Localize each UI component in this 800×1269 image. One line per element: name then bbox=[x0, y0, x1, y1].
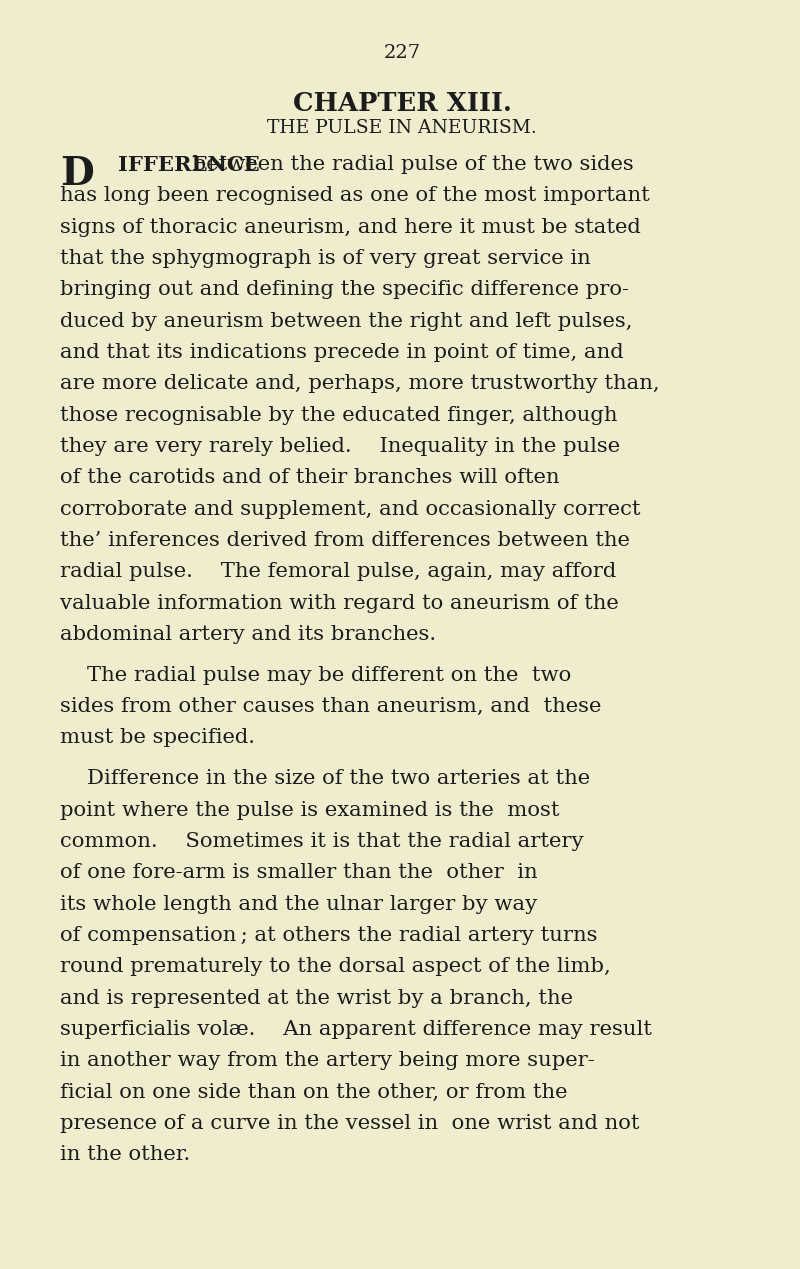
Text: must be specified.: must be specified. bbox=[60, 728, 255, 747]
Text: D: D bbox=[60, 155, 94, 193]
Text: duced by aneurism between the right and left pulses,: duced by aneurism between the right and … bbox=[60, 311, 633, 330]
Text: abdominal artery and its branches.: abdominal artery and its branches. bbox=[60, 624, 436, 643]
Text: between the radial pulse of the two sides: between the radial pulse of the two side… bbox=[186, 155, 634, 174]
Text: THE PULSE IN ANEURISM.: THE PULSE IN ANEURISM. bbox=[267, 119, 537, 137]
Text: point where the pulse is examined is the  most: point where the pulse is examined is the… bbox=[60, 801, 559, 820]
Text: and is represented at the wrist by a branch, the: and is represented at the wrist by a bra… bbox=[60, 989, 573, 1008]
Text: CHAPTER XIII.: CHAPTER XIII. bbox=[293, 91, 511, 117]
Text: The radial pulse may be different on the  two: The radial pulse may be different on the… bbox=[60, 666, 571, 685]
Text: superficialis volæ.  An apparent difference may result: superficialis volæ. An apparent differen… bbox=[60, 1020, 652, 1039]
Text: they are very rarely belied.  Inequality in the pulse: they are very rarely belied. Inequality … bbox=[60, 437, 620, 456]
Text: the’ inferences derived from differences between the: the’ inferences derived from differences… bbox=[60, 530, 630, 549]
Text: its whole length and the ulnar larger by way: its whole length and the ulnar larger by… bbox=[60, 895, 538, 914]
Text: valuable information with regard to aneurism of the: valuable information with regard to aneu… bbox=[60, 594, 618, 613]
Text: signs of thoracic aneurism, and here it must be stated: signs of thoracic aneurism, and here it … bbox=[60, 217, 641, 236]
Text: radial pulse.  The femoral pulse, again, may afford: radial pulse. The femoral pulse, again, … bbox=[60, 562, 616, 581]
Text: Difference in the size of the two arteries at the: Difference in the size of the two arteri… bbox=[60, 769, 590, 788]
Text: common.  Sometimes it is that the radial artery: common. Sometimes it is that the radial … bbox=[60, 832, 584, 850]
Text: ficial on one side than on the other, or from the: ficial on one side than on the other, or… bbox=[60, 1082, 567, 1101]
Text: IFFERENCE: IFFERENCE bbox=[118, 155, 259, 175]
Text: bringing out and defining the specific difference pro-: bringing out and defining the specific d… bbox=[60, 280, 629, 299]
Text: has long been recognised as one of the most important: has long been recognised as one of the m… bbox=[60, 187, 650, 206]
Text: 227: 227 bbox=[383, 44, 421, 62]
Text: are more delicate and, perhaps, more trustworthy than,: are more delicate and, perhaps, more tru… bbox=[60, 374, 660, 393]
Text: round prematurely to the dorsal aspect of the limb,: round prematurely to the dorsal aspect o… bbox=[60, 957, 610, 976]
Text: that the sphygmograph is of very great service in: that the sphygmograph is of very great s… bbox=[60, 249, 590, 268]
Text: in another way from the artery being more super-: in another way from the artery being mor… bbox=[60, 1051, 594, 1070]
Text: of the carotids and of their branches will often: of the carotids and of their branches wi… bbox=[60, 468, 559, 487]
Text: sides from other causes than aneurism, and  these: sides from other causes than aneurism, a… bbox=[60, 697, 602, 716]
Text: of compensation ; at others the radial artery turns: of compensation ; at others the radial a… bbox=[60, 926, 598, 945]
Text: those recognisable by the educated finger, although: those recognisable by the educated finge… bbox=[60, 406, 618, 425]
Text: corroborate and supplement, and occasionally correct: corroborate and supplement, and occasion… bbox=[60, 500, 641, 519]
Text: of one fore-arm is smaller than the  other  in: of one fore-arm is smaller than the othe… bbox=[60, 863, 538, 882]
Text: presence of a curve in the vessel in  one wrist and not: presence of a curve in the vessel in one… bbox=[60, 1114, 639, 1133]
Text: in the other.: in the other. bbox=[60, 1146, 190, 1164]
Text: and that its indications precede in point of time, and: and that its indications precede in poin… bbox=[60, 343, 624, 362]
